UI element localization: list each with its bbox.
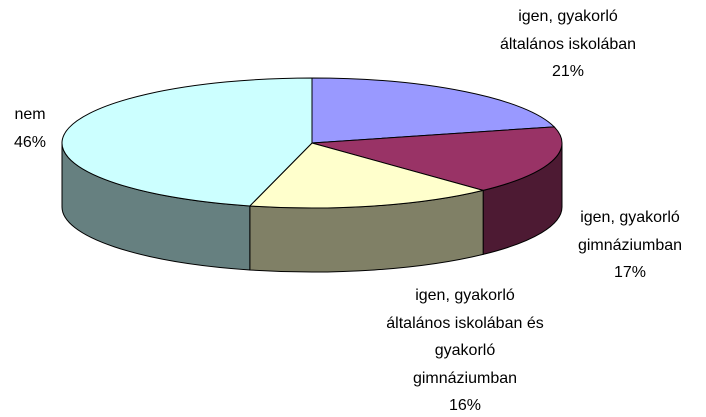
category-label: igen, gyakorló (415, 287, 515, 304)
value-label: 21% (551, 63, 585, 80)
category-label: általános iskolában (499, 35, 637, 53)
category-label: gyakorló (434, 342, 496, 359)
pie-slice (248, 142, 486, 209)
category-label: nem (14, 106, 46, 123)
category-label: igen, gyakorló (580, 209, 680, 226)
pie-slice (311, 126, 563, 191)
pie-slice (61, 77, 313, 207)
category-label: gimnáziumban (412, 369, 518, 387)
pie-slice (311, 77, 556, 144)
category-label: gimnáziumban (577, 236, 683, 254)
slice-label: igen, gyakorló gimnáziumban 17% (578, 204, 682, 287)
slice-label: igen, gyakorló általános iskolában 21% (500, 3, 636, 86)
value-label: 17% (613, 264, 647, 281)
slice-label: nem 46% (14, 101, 46, 156)
value-label: 16% (448, 397, 482, 414)
category-label: igen, gyakorló (518, 8, 618, 25)
value-label: 46% (13, 133, 47, 151)
category-label: általános iskolában és (386, 314, 544, 332)
slice-label: igen, gyakorló általános iskolában és gyak… (386, 282, 543, 417)
